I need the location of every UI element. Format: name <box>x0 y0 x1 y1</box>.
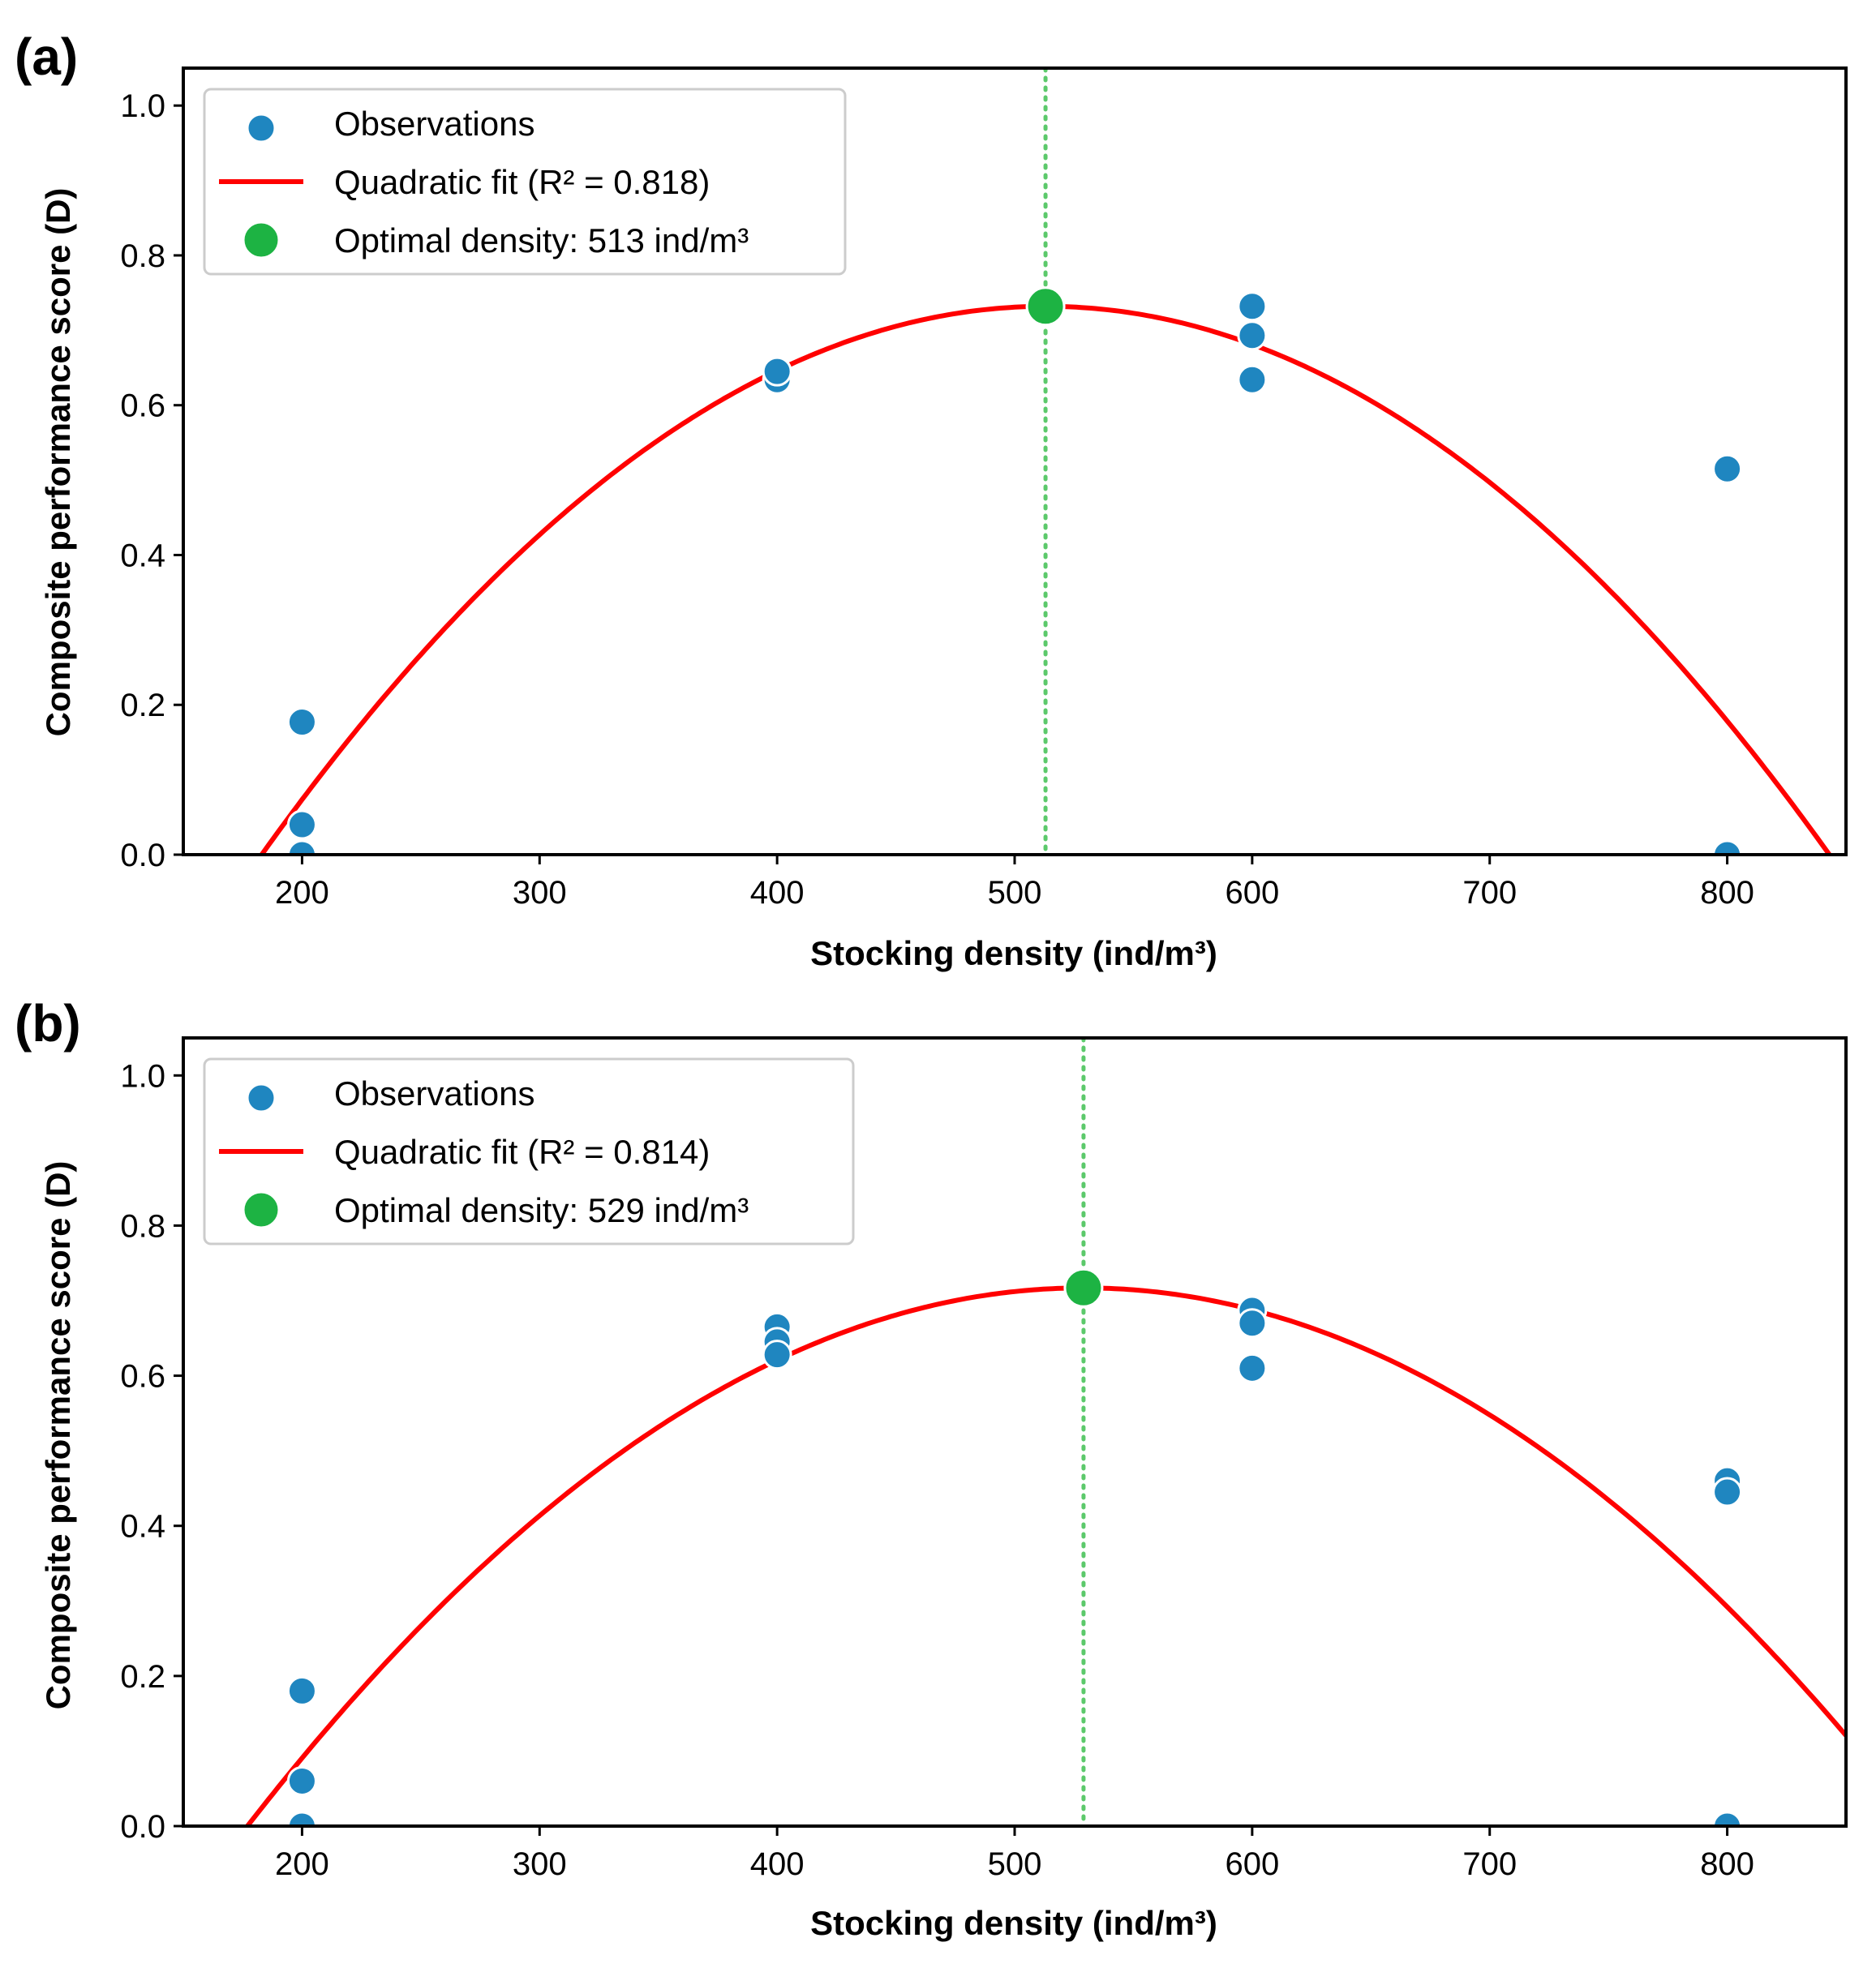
observation-point-a <box>1237 291 1268 322</box>
y-tick-label-b: 0.8 <box>120 1208 165 1244</box>
quadratic-fit-line-a <box>258 303 1833 855</box>
observation-point-a <box>1237 320 1268 351</box>
y-tick-label-a: 1.0 <box>120 88 165 124</box>
chart-panel-a: (a) Composite performance score (D) Stoc… <box>15 28 1848 972</box>
observation-point-a <box>1712 453 1743 484</box>
observation-point-a <box>286 839 317 855</box>
observation-point-b <box>286 1675 317 1706</box>
y-tick-label-b: 0.4 <box>120 1509 165 1545</box>
chart-panel-b: (b) Composite performance score (D) Stoc… <box>15 994 1848 1942</box>
observation-point-b <box>1237 1308 1268 1339</box>
y-tick-label-a: 0.8 <box>120 238 165 274</box>
observation-point-a <box>1237 364 1268 395</box>
quadratic-fit-line-b <box>244 1285 1846 1826</box>
y-tick-label-b: 0.0 <box>120 1809 165 1845</box>
x-tick-label-a: 200 <box>275 875 329 911</box>
x-tick-label-b: 300 <box>513 1846 567 1882</box>
legend-optimal-label-a: Optimal density: 513 ind/m³ <box>334 221 749 259</box>
observation-point-b <box>286 1765 317 1796</box>
legend-optimal-marker-b <box>242 1190 281 1229</box>
y-axis-title-text-b: Composite performance score (D) <box>39 1161 77 1710</box>
legend-observations-marker-a <box>246 113 277 144</box>
observation-point-b <box>762 1340 792 1370</box>
panel-label-a: (a) <box>15 28 78 86</box>
observation-point-a <box>762 356 792 387</box>
legend-a: Observations Quadratic fit (R² = 0.818) Op… <box>203 88 847 276</box>
x-tick-label-b: 400 <box>750 1846 805 1882</box>
x-axis-title-b: Stocking density (ind/m³) <box>810 1904 1217 1942</box>
legend-fit-label-a: Quadratic fit (R² = 0.818) <box>334 163 710 201</box>
observation-point-a <box>286 809 317 840</box>
legend-fit-label-b: Quadratic fit (R² = 0.814) <box>334 1133 710 1171</box>
x-tick-label-a: 400 <box>750 875 805 911</box>
y-tick-label-b: 0.6 <box>120 1359 165 1395</box>
y-tick-label-a: 0.6 <box>120 388 165 424</box>
observation-point-a <box>1712 839 1743 855</box>
x-tick-label-a: 500 <box>988 875 1042 911</box>
y-tick-label-a: 0.0 <box>120 838 165 873</box>
legend-optimal-marker-a <box>242 221 281 259</box>
legend-observations-marker-b <box>246 1083 277 1113</box>
x-tick-label-a: 300 <box>513 875 567 911</box>
x-tick-label-a: 800 <box>1700 875 1754 911</box>
observation-point-a <box>286 706 317 737</box>
legend-optimal-label-b: Optimal density: 529 ind/m³ <box>334 1191 749 1229</box>
y-axis-title-text-a: Composite performance score (D) <box>39 188 77 737</box>
observation-point-b <box>1712 1811 1743 1826</box>
legend-box-b <box>203 1057 855 1246</box>
y-tick-label-a: 0.2 <box>120 688 165 723</box>
x-tick-label-b: 800 <box>1700 1846 1754 1882</box>
y-axis-title-a: Composite performance score (D) <box>39 188 77 737</box>
observation-point-b <box>1237 1353 1268 1383</box>
x-tick-label-b: 600 <box>1225 1846 1279 1882</box>
legend-b: Observations Quadratic fit (R² = 0.814) Op… <box>203 1057 855 1246</box>
legend-observations-label-b: Observations <box>334 1074 534 1113</box>
legend-box-a <box>203 88 847 276</box>
optimal-point-a <box>1025 286 1066 327</box>
plot-area-a <box>258 68 1833 855</box>
x-tick-label-b: 500 <box>988 1846 1042 1882</box>
x-tick-label-b: 200 <box>275 1846 329 1882</box>
x-tick-label-a: 600 <box>1225 875 1279 911</box>
observation-point-b <box>286 1811 317 1826</box>
y-tick-label-b: 1.0 <box>120 1058 165 1094</box>
panel-label-b: (b) <box>15 994 81 1053</box>
y-axis-title-b: Composite performance score (D) <box>39 1161 77 1710</box>
legend-observations-label-a: Observations <box>334 105 534 143</box>
y-tick-label-a: 0.4 <box>120 538 165 573</box>
y-tick-label-b: 0.2 <box>120 1659 165 1695</box>
observation-point-b <box>1712 1477 1743 1507</box>
optimal-point-b <box>1063 1267 1104 1308</box>
x-tick-label-b: 700 <box>1462 1846 1517 1882</box>
x-axis-title-a: Stocking density (ind/m³) <box>810 934 1217 972</box>
x-tick-label-a: 700 <box>1462 875 1517 911</box>
plot-area-b <box>244 1038 1846 1826</box>
